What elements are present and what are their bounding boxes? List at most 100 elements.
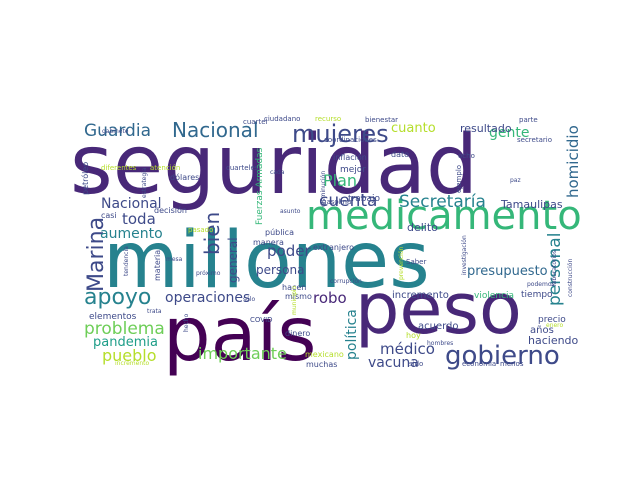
- word-67: parte: [519, 116, 538, 124]
- word-51: muchas: [306, 360, 337, 369]
- word-72: Fuerzas Armadas: [255, 147, 265, 225]
- word-31: general: [226, 237, 240, 283]
- word-78: hombres: [427, 340, 453, 347]
- word-22: personal: [545, 233, 565, 306]
- word-23: presupuesto: [467, 264, 548, 279]
- word-46: trabajo: [348, 194, 380, 204]
- word-6: mujeres: [292, 120, 389, 148]
- word-92: gabinete: [102, 128, 129, 135]
- word-32: Nacional: [101, 196, 162, 212]
- word-59: casi: [101, 211, 117, 220]
- word-104: municipio: [291, 285, 298, 315]
- word-52: mexicano: [305, 350, 344, 359]
- word-60: materia: [153, 250, 162, 281]
- word-91: estrategia: [141, 167, 148, 198]
- word-69: ocho: [458, 152, 475, 160]
- word-73: hacen: [282, 283, 306, 292]
- word-93: cada: [270, 169, 285, 176]
- word-41: años: [530, 325, 554, 336]
- word-105: incremento: [115, 360, 149, 367]
- word-77: economía: [462, 360, 496, 368]
- word-71: gasolina: [322, 198, 351, 206]
- word-34: aumento: [100, 226, 163, 242]
- word-68: secretario: [517, 136, 552, 144]
- word-84: COVID: [250, 316, 273, 324]
- word-76: podemos: [527, 281, 555, 288]
- word-5: gobierno: [445, 341, 560, 371]
- word-53: hoy: [406, 331, 421, 340]
- word-27: política: [344, 309, 360, 360]
- word-19: cuanto: [391, 121, 436, 136]
- word-1: millones: [103, 216, 430, 306]
- word-79: sido: [409, 360, 423, 368]
- word-36: Tamaulipas: [500, 198, 563, 211]
- word-25: médico: [380, 340, 435, 358]
- word-100: laboratorios: [551, 250, 558, 286]
- word-97: disminución: [320, 171, 327, 207]
- word-64: ciudadano: [264, 115, 300, 123]
- word-54: dinero: [285, 329, 310, 338]
- word-9: apoyo: [84, 285, 151, 310]
- word-87: trata: [147, 308, 162, 315]
- word-0: seguridad: [70, 118, 478, 213]
- word-47: inflación: [333, 152, 367, 162]
- word-30: persona: [256, 263, 305, 277]
- word-57: manera: [253, 238, 284, 247]
- word-83: sólo: [243, 296, 255, 303]
- word-48: dato: [391, 150, 409, 159]
- word-62: cuarteles: [226, 164, 259, 172]
- word-102: enero: [546, 322, 564, 329]
- word-12: problema: [84, 319, 165, 339]
- word-82: próximo: [196, 270, 221, 277]
- word-3: peso: [355, 268, 522, 350]
- word-95: ejemplo: [455, 165, 463, 193]
- word-29: poder: [267, 242, 311, 260]
- word-13: pueblo: [102, 346, 157, 365]
- word-80: menos: [500, 360, 524, 368]
- word-58: dólares: [170, 172, 199, 182]
- word-39: acuerdo: [418, 321, 459, 332]
- word-55: extranjero: [313, 243, 354, 252]
- word-66: bienestar: [365, 116, 398, 124]
- word-7: Guardia: [84, 121, 151, 141]
- word-14: importante: [198, 344, 287, 363]
- word-75: Saber: [406, 258, 426, 266]
- word-17: Plan: [323, 171, 357, 190]
- word-18: gente: [489, 125, 529, 141]
- word-43: tiempo: [521, 290, 553, 300]
- word-15: Secretaría: [399, 192, 486, 212]
- word-50: elementos: [89, 312, 137, 322]
- word-85: pasado: [188, 226, 213, 234]
- word-28: robo: [313, 289, 347, 307]
- word-81: corrupción: [330, 278, 362, 285]
- word-88: mesa: [166, 256, 183, 263]
- word-20: resultado: [460, 122, 512, 135]
- word-94: asunto: [280, 208, 301, 215]
- word-26: vacuna: [368, 355, 419, 371]
- word-101: construcción: [567, 259, 574, 297]
- word-37: delito: [407, 221, 438, 234]
- word-42: precio: [538, 315, 566, 325]
- word-35: pandemia: [93, 335, 158, 350]
- word-38: incremento: [392, 290, 449, 301]
- word-65: recurso: [315, 115, 341, 123]
- word-99: prevención: [398, 246, 405, 280]
- word-74: mismo: [285, 292, 312, 301]
- word-45: mejor: [340, 165, 366, 175]
- word-89: diferentes: [101, 164, 137, 172]
- word-63: cuartel: [243, 118, 268, 126]
- word-56: pública: [265, 228, 294, 237]
- word-2: país: [163, 290, 316, 378]
- word-11: bien: [200, 212, 224, 255]
- word-86: tendencia: [123, 246, 130, 276]
- word-49: decisión: [154, 205, 187, 215]
- word-98: investigación: [461, 235, 468, 275]
- word-90: atención: [150, 164, 180, 172]
- word-8: Nacional: [172, 118, 259, 142]
- word-70: coordinaciones: [324, 136, 377, 144]
- word-61: petróleo: [80, 162, 90, 195]
- word-103: hecho: [183, 313, 190, 332]
- word-24: operaciones: [165, 290, 250, 306]
- word-16: cuenta: [319, 191, 377, 211]
